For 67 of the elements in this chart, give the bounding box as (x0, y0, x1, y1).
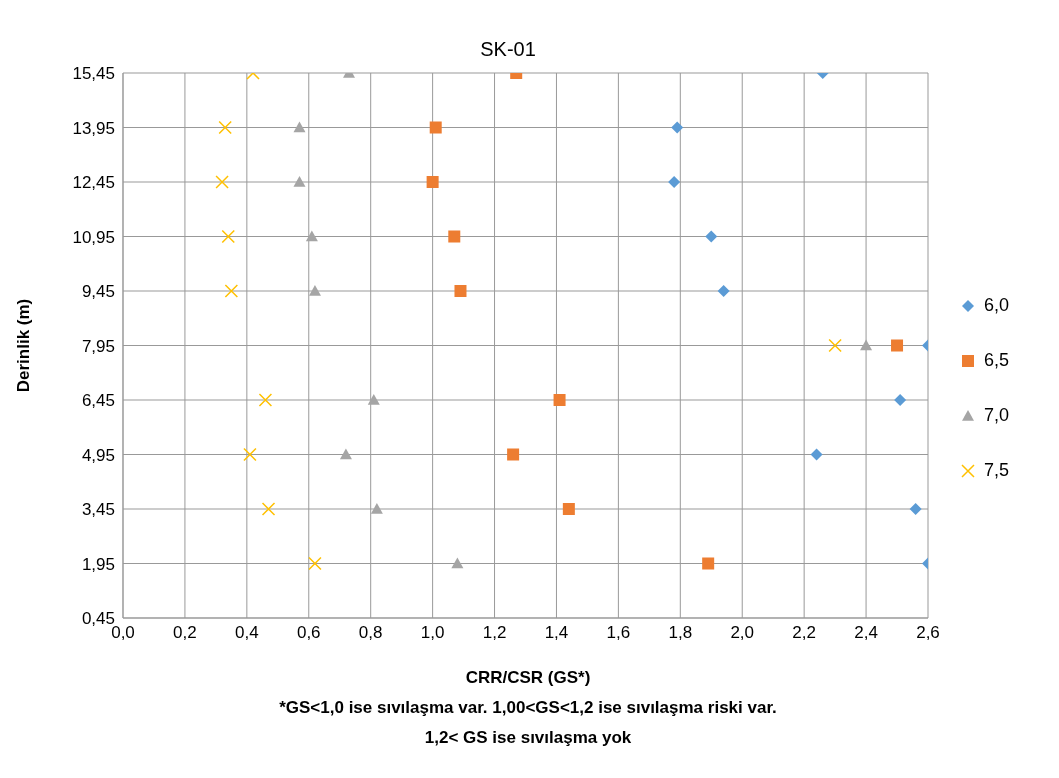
x-tick-label: 1,0 (420, 623, 445, 643)
point (891, 339, 904, 352)
x-tick-label: 0,6 (296, 623, 321, 643)
point (702, 557, 715, 570)
x-tick-label: 0,4 (235, 623, 259, 643)
point (305, 230, 318, 242)
point (367, 394, 380, 405)
point (451, 557, 464, 569)
legend-label: 7,5 (984, 460, 1010, 481)
chart-title: SK-01 (479, 38, 537, 61)
point (705, 230, 718, 243)
point (243, 447, 257, 462)
point (218, 120, 232, 135)
y-tick-label: 15,45 (72, 64, 115, 84)
x-axis-title: CRR/CSR (GS*) (464, 668, 592, 688)
point (426, 176, 439, 188)
point (717, 285, 730, 297)
point (293, 121, 306, 133)
point (429, 121, 442, 134)
x-tick-label: 0,0 (111, 623, 135, 643)
y-tick-label: 7,95 (81, 336, 115, 356)
point (308, 556, 322, 571)
point (860, 339, 873, 351)
point (221, 229, 236, 244)
point (507, 448, 520, 461)
point (562, 503, 575, 515)
point (258, 393, 273, 407)
y-axis-title: Derinlik (m) (14, 298, 34, 393)
legend-label: 6,0 (984, 295, 1010, 316)
x-tick-label: 2,4 (854, 623, 878, 643)
y-tick-label: 12,45 (72, 173, 115, 193)
y-tick-label: 10,95 (72, 227, 115, 247)
point (308, 285, 321, 296)
x-tick-label: 2,2 (792, 623, 816, 643)
x-tick-label: 1,8 (668, 623, 693, 643)
point (553, 394, 566, 406)
point (261, 502, 276, 516)
y-tick-label: 3,45 (81, 500, 115, 520)
y-tick-label: 9,45 (81, 282, 115, 302)
y-tick-label: 1,95 (81, 554, 115, 574)
text: *GS<1,0 ise sıvılaşma var. 1,00<GS<1,2 ise sıvılaşma riski var. (278, 698, 778, 718)
point (224, 284, 239, 298)
point (215, 175, 229, 189)
text: 1,2< GS ise sıvılaşma yok (423, 728, 633, 748)
point (828, 338, 842, 353)
x-tick-label: 0,8 (358, 623, 383, 643)
x-tick-label: 0,2 (173, 623, 197, 643)
x-tick-label: 2,6 (916, 623, 940, 643)
legend-label: 6,5 (984, 350, 1010, 371)
y-tick-label: 13,95 (72, 118, 115, 138)
point (894, 394, 907, 406)
legend-label: 7,0 (984, 405, 1010, 426)
x-tick-label: 1,4 (544, 623, 569, 643)
point (810, 448, 823, 461)
point (671, 121, 684, 134)
point (448, 230, 461, 243)
y-tick-label: 6,45 (81, 391, 115, 411)
x-tick-label: 1,6 (606, 623, 631, 643)
point (339, 448, 352, 460)
point (668, 176, 681, 188)
x-tick-label: 1,2 (482, 623, 507, 643)
point (370, 503, 383, 514)
x-tick-label: 2,0 (730, 623, 755, 643)
point (454, 285, 467, 297)
y-tick-label: 4,95 (81, 445, 115, 465)
point (909, 503, 922, 515)
point (293, 176, 306, 187)
